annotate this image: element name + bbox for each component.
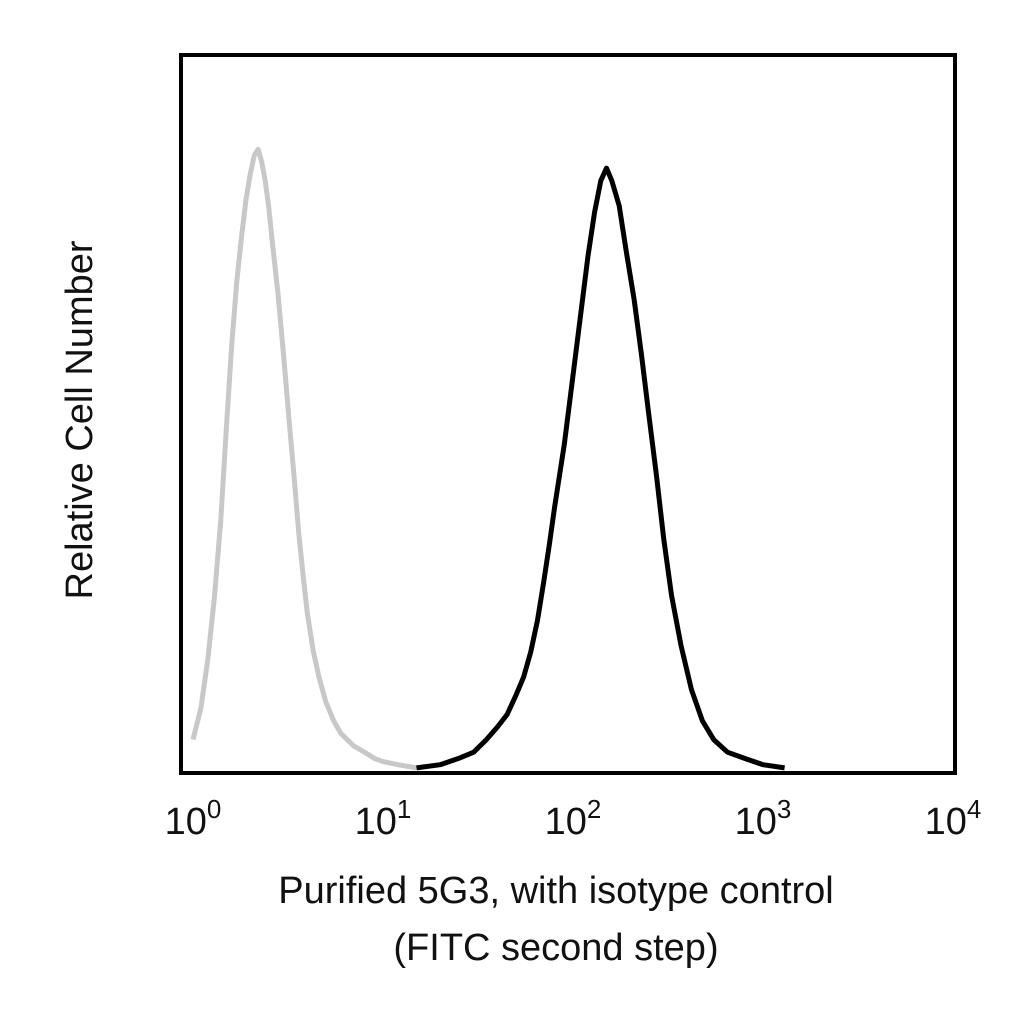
series-layer bbox=[190, 146, 785, 771]
y-axis-label: Relative Cell Number bbox=[59, 240, 101, 599]
x-tick-exponent: 3 bbox=[777, 794, 791, 824]
x-tick-label: 104 bbox=[925, 794, 982, 843]
x-tick-exponent: 2 bbox=[587, 794, 601, 824]
x-tick-exponent: 4 bbox=[967, 794, 981, 824]
x-tick-label: 100 bbox=[165, 794, 222, 843]
x-tick-label: 103 bbox=[735, 794, 792, 843]
x-tick-base: 10 bbox=[165, 801, 207, 843]
x-tick-base: 10 bbox=[925, 801, 967, 843]
x-tick-exponent: 0 bbox=[207, 794, 221, 824]
x-tick-label: 102 bbox=[545, 794, 602, 843]
series-line-2 bbox=[416, 165, 785, 771]
plot-frame bbox=[179, 53, 957, 775]
series-line-1 bbox=[190, 146, 417, 771]
x-tick-base: 10 bbox=[545, 801, 587, 843]
x-axis-label-line-1: Purified 5G3, with isotype control bbox=[278, 870, 834, 912]
x-tick-base: 10 bbox=[735, 801, 777, 843]
x-tick-base: 10 bbox=[355, 801, 397, 843]
x-tick-labels: 100 101 102 103 104 bbox=[165, 794, 982, 843]
x-axis-label-line-2: (FITC second step) bbox=[393, 927, 718, 969]
x-tick-exponent: 1 bbox=[397, 794, 411, 824]
x-tick-label: 101 bbox=[355, 794, 412, 843]
